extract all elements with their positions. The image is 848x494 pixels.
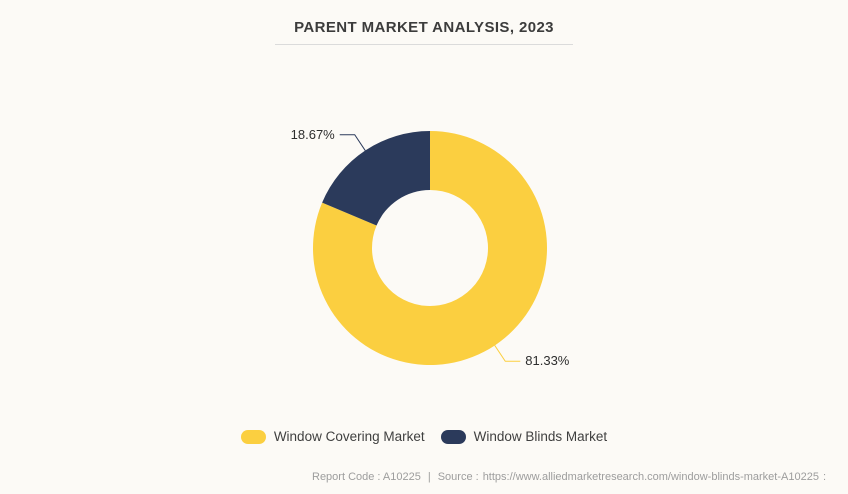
legend-swatch-window-blinds <box>440 429 466 444</box>
report-code: Report Code : A10225 <box>312 471 421 483</box>
source-url[interactable]: https://www.alliedmarketresearch.com/win… <box>482 471 819 483</box>
slice-value-label-window-covering: 81.33% <box>525 353 570 369</box>
leader-line-0 <box>494 345 521 362</box>
legend-label-window-covering: Window Covering Market <box>273 429 425 444</box>
pie-slice-0 <box>313 131 547 366</box>
legend-item-window-blinds: Window Blinds Market <box>440 429 608 444</box>
slice-value-label-window-blinds: 18.67% <box>290 126 335 142</box>
source-label: Source : <box>437 471 479 483</box>
legend: Window Covering Market Window Blinds Mar… <box>0 429 848 444</box>
legend-label-window-blinds: Window Blinds Market <box>473 429 608 444</box>
footer-separator: | <box>427 471 431 483</box>
title-underline <box>275 44 573 45</box>
legend-swatch-window-covering <box>240 429 266 444</box>
chart-footer: Report Code : A10225 | Source : https://www… <box>312 471 826 483</box>
leader-line-1 <box>339 134 366 151</box>
footer-trailing-colon: : <box>822 471 826 483</box>
pie-slice-1 <box>322 131 430 226</box>
legend-item-window-covering: Window Covering Market <box>240 429 425 444</box>
chart-title: PARENT MARKET ANALYSIS, 2023 <box>294 19 554 36</box>
